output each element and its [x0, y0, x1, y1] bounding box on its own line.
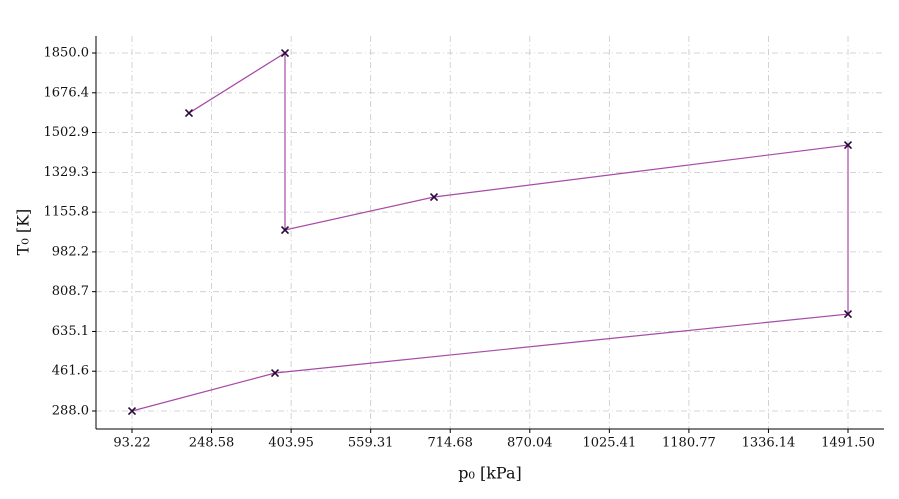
marker — [184, 108, 194, 118]
y-tick-label: 635.1 — [52, 324, 89, 339]
y-tick-label: 1329.3 — [44, 165, 90, 180]
marker — [280, 225, 290, 235]
marker — [843, 140, 853, 150]
y-tick-label: 1676.4 — [44, 85, 90, 100]
line — [131, 51, 849, 412]
y-tick-label: 288.0 — [52, 404, 89, 419]
x-tick-label: 1180.77 — [662, 436, 716, 451]
x-tick-label: 1491.50 — [821, 436, 875, 451]
marker — [429, 192, 439, 202]
x-tick-label: 559.31 — [348, 436, 394, 451]
y-tick-label: 982.2 — [52, 244, 89, 259]
x-tick-label: 1336.14 — [742, 436, 796, 451]
marker — [843, 309, 853, 319]
x-tick-label: 714.68 — [427, 436, 473, 451]
x-tick-label: 403.95 — [268, 436, 314, 451]
y-tick-label: 1155.8 — [44, 205, 90, 220]
x-tick-label: 1025.41 — [582, 436, 636, 451]
marker — [270, 368, 280, 378]
y-tick-label: 461.6 — [52, 364, 89, 379]
x-tick-label: 93.22 — [113, 436, 150, 451]
y-tick-label: 1850.0 — [44, 46, 90, 61]
y-tick-label: 1502.9 — [44, 125, 90, 140]
x-tick-label: 248.58 — [189, 436, 235, 451]
marker — [127, 406, 137, 416]
x-tick-label: 870.04 — [507, 436, 553, 451]
marker — [280, 48, 290, 58]
x-axis-label: p₀ [kPa] — [458, 464, 522, 483]
y-axis-label: T₀ [K] — [14, 209, 33, 256]
y-tick-label: 808.7 — [52, 284, 89, 299]
